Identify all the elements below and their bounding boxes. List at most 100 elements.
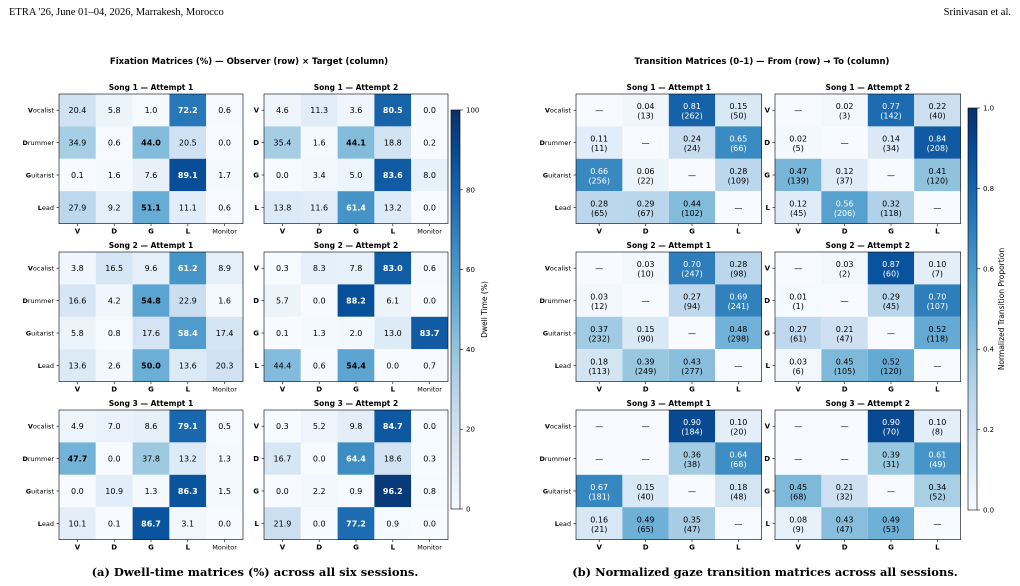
transition-figure-title: Transition Matrices (0–1) — From (row) →… <box>635 57 890 67</box>
transition-cell <box>821 284 868 317</box>
y-tick-label: V <box>254 107 260 115</box>
cell-count-label: (232) <box>588 335 610 344</box>
dwell-cell <box>95 191 133 224</box>
cell-value-label: 0.65 <box>729 135 747 144</box>
cell-value-label: 0.28 <box>729 260 747 269</box>
cell-count-label: (7) <box>932 270 943 279</box>
cell-count-label: (247) <box>681 270 703 279</box>
dwell-cell <box>411 410 448 443</box>
dwell-cell <box>374 252 412 285</box>
cell-value-label: 54.8 <box>141 297 161 306</box>
dwell-panel-title: Song 1 — Attempt 2 <box>314 83 398 92</box>
x-tick-label: G <box>689 544 695 552</box>
cell-value-label: 88.2 <box>346 297 366 306</box>
dwell-panel: Song 3 — Attempt 1 4.9 7.0 8.6 79.1 0.5 47.7 0.… <box>22 399 244 552</box>
cell-value-label: 0.18 <box>729 483 747 492</box>
y-tick-label: D <box>764 455 770 463</box>
dwell-cell <box>374 349 412 382</box>
transition-cell <box>775 191 822 224</box>
cell-value-label: 0.22 <box>928 102 946 111</box>
cell-value-label: 0.0 <box>423 519 436 528</box>
y-tick-label: V <box>254 265 260 273</box>
dwell-cell <box>59 507 96 540</box>
transition-cell <box>668 316 716 350</box>
cell-count-label: (94) <box>684 302 700 311</box>
cell-value-label: 5.8 <box>108 106 121 115</box>
dwell-cell <box>374 507 412 540</box>
cell-value-label: 96.2 <box>383 487 403 496</box>
cell-value-label: 0.34 <box>928 483 946 492</box>
dwell-cell <box>337 191 375 224</box>
cell-value-label: 0.12 <box>789 199 807 208</box>
transition-cell <box>576 349 623 382</box>
y-tick-rest: ocalist <box>33 107 55 115</box>
y-tick-initial: V <box>28 423 33 431</box>
cell-value-label: 0.12 <box>836 167 854 176</box>
dwell-cell <box>300 252 338 285</box>
cell-value-label: 77.2 <box>346 519 366 528</box>
cell-value-label: 0.0 <box>108 455 121 464</box>
cell-value-label: 5.7 <box>276 297 289 306</box>
y-tick-label: Vocalist <box>545 265 572 273</box>
dwell-cell <box>95 474 133 508</box>
transition-panel-frame <box>575 251 762 382</box>
cell-value-label: 5.0 <box>350 171 363 180</box>
cell-value-label: 1.3 <box>218 455 231 464</box>
dwell-cell <box>206 94 243 127</box>
cell-value-label: — <box>841 455 849 464</box>
y-tick-label: D <box>764 139 770 147</box>
dwell-cell <box>95 507 133 540</box>
cell-value-label: 0.5 <box>218 422 231 431</box>
x-tick-label: D <box>842 544 848 552</box>
cell-value-label: 1.0 <box>145 106 158 115</box>
transition-cell <box>576 284 623 317</box>
dwell-cell <box>300 284 338 317</box>
cell-value-label: — <box>887 329 895 338</box>
cell-value-label: — <box>642 139 650 148</box>
y-tick-label: V <box>254 423 260 431</box>
cell-count-label: (20) <box>730 428 746 437</box>
x-tick-label: L <box>935 386 940 394</box>
cell-value-label: 0.43 <box>683 357 701 366</box>
cell-value-label: 0.77 <box>882 102 900 111</box>
transition-panel-frame <box>575 409 762 540</box>
transition-cell <box>821 126 868 159</box>
cell-count-label: (118) <box>927 335 949 344</box>
x-tick-label: D <box>111 544 117 552</box>
dwell-cell <box>206 252 243 285</box>
cell-value-label: 8.3 <box>313 264 326 273</box>
cell-value-label: 9.8 <box>350 422 363 431</box>
dwell-cell <box>264 158 301 192</box>
dwell-cell <box>132 442 170 475</box>
cell-count-label: (105) <box>834 367 856 376</box>
cell-value-label: 0.90 <box>882 418 900 427</box>
transition-cell <box>576 94 623 127</box>
cell-value-label: 0.48 <box>729 325 747 334</box>
cell-value-label: 0.24 <box>683 135 701 144</box>
cell-value-label: 0.10 <box>928 418 946 427</box>
x-tick-label: V <box>596 544 602 552</box>
transition-cell <box>914 252 961 285</box>
cell-count-label: (68) <box>790 493 806 502</box>
y-tick-label: Guitarist <box>543 330 572 338</box>
x-tick-label: L <box>186 228 191 236</box>
cell-value-label: — <box>933 203 941 212</box>
cell-count-label: (3) <box>839 112 850 121</box>
dwell-cell <box>300 126 338 159</box>
cell-value-label: 83.6 <box>383 171 403 180</box>
transition-cell <box>576 442 623 475</box>
transition-cell <box>867 94 915 127</box>
transition-cell <box>715 126 762 159</box>
cell-count-label: (206) <box>834 209 856 218</box>
cell-value-label: 1.6 <box>218 297 231 306</box>
cell-value-label: — <box>688 487 696 496</box>
cell-count-label: (48) <box>730 493 746 502</box>
cell-count-label: (70) <box>883 428 899 437</box>
cell-value-label: 0.45 <box>789 483 807 492</box>
y-tick-initial: D <box>539 455 545 463</box>
y-tick-rest: ocalist <box>33 265 55 273</box>
cell-value-label: — <box>794 264 802 273</box>
y-tick-initial: L <box>555 362 559 370</box>
cell-value-label: 0.1 <box>276 329 289 338</box>
x-tick-label: V <box>280 544 286 552</box>
